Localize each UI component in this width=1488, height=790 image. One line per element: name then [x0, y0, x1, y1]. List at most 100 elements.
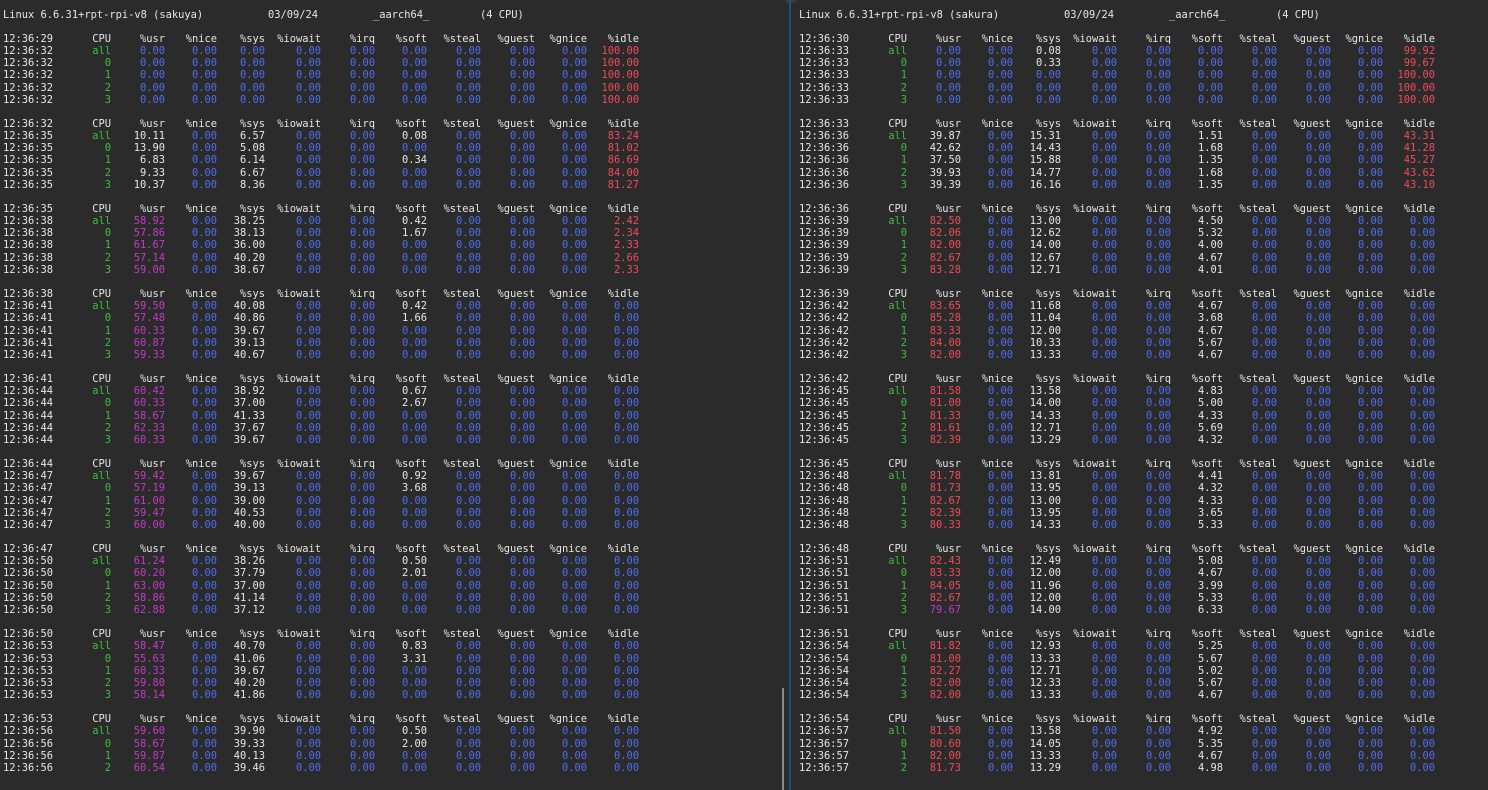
cell-steal: 0.00 — [1251, 470, 1277, 483]
cell-cpu: all — [92, 385, 111, 398]
cell-guest: 0.00 — [1305, 93, 1331, 106]
cell-iowait: 0.00 — [1091, 81, 1117, 94]
row-timestamp: 12:36:35 — [3, 142, 54, 155]
cell-irq: 0.00 — [1145, 761, 1171, 774]
row-timestamp: 12:36:44 — [3, 397, 54, 410]
cell-irq: 0.00 — [349, 421, 375, 434]
cell-cpu: 0 — [900, 482, 907, 495]
cell-usr: 82.00 — [929, 749, 961, 762]
cell-nice: 0.00 — [987, 676, 1013, 689]
row-timestamp: 12:36:32 — [3, 57, 54, 70]
column-header: %sys — [239, 628, 265, 641]
cell-gnice: 0.00 — [561, 433, 587, 446]
column-header: %idle — [607, 713, 639, 726]
cell-idle: 0.00 — [613, 676, 639, 689]
column-header: %iowait — [1073, 628, 1117, 641]
pane-divider[interactable] — [789, 0, 791, 790]
cell-cpu: 2 — [104, 761, 111, 774]
cell-sys: 12.00 — [1029, 324, 1061, 337]
cell-guest: 0.00 — [509, 239, 535, 252]
cell-sys: 13.95 — [1029, 506, 1061, 519]
cell-soft: 0.00 — [1197, 69, 1223, 82]
column-header: %gnice — [549, 203, 587, 216]
cell-soft: 0.00 — [401, 324, 427, 337]
row-timestamp: 12:36:50 — [3, 591, 54, 604]
column-header: %irq — [1145, 33, 1171, 45]
column-header: %idle — [607, 33, 639, 45]
cell-usr: 82.00 — [929, 688, 961, 701]
arch-label: _aarch64_ — [373, 9, 430, 21]
cell-sys: 0.00 — [239, 69, 265, 82]
cell-guest: 0.00 — [509, 688, 535, 701]
row-timestamp: 12:36:41 — [3, 324, 54, 337]
column-header: %guest — [1293, 118, 1331, 131]
cell-nice: 0.00 — [191, 676, 217, 689]
cell-nice: 0.00 — [191, 69, 217, 82]
cell-nice: 0.00 — [987, 470, 1013, 483]
terminal-pane-sakura[interactable]: Linux 6.6.31+rpt-rpi-v8 (sakura) 03/09/2… — [796, 0, 1488, 790]
column-header: %sys — [1035, 713, 1061, 726]
terminal-pane-sakuya[interactable]: Linux 6.6.31+rpt-rpi-v8 (sakuya) 03/09/2… — [0, 0, 786, 790]
header-timestamp: 12:36:47 — [3, 543, 54, 556]
column-header: %iowait — [1073, 33, 1117, 45]
cell-sys: 39.00 — [233, 494, 265, 507]
cell-cpu: 1 — [104, 69, 111, 82]
cell-nice: 0.00 — [987, 397, 1013, 410]
cell-gnice: 0.00 — [1357, 494, 1383, 507]
row-timestamp: 12:36:53 — [3, 676, 54, 689]
row-timestamp: 12:36:47 — [3, 518, 54, 531]
cell-nice: 0.00 — [191, 385, 217, 398]
column-header: %sys — [239, 288, 265, 301]
cell-sys: 0.00 — [239, 81, 265, 94]
cell-irq: 0.00 — [1145, 57, 1171, 70]
cell-guest: 0.00 — [509, 348, 535, 361]
cell-irq: 0.00 — [349, 385, 375, 398]
cell-cpu: 1 — [104, 494, 111, 507]
cell-gnice: 0.00 — [1357, 324, 1383, 337]
cell-usr: 81.73 — [929, 761, 961, 774]
cell-soft: 4.33 — [1197, 494, 1223, 507]
cell-cpu: 2 — [104, 591, 111, 604]
cell-sys: 39.13 — [233, 336, 265, 349]
cell-iowait: 0.00 — [295, 518, 321, 531]
cell-usr: 0.00 — [935, 57, 961, 70]
cell-sys: 13.33 — [1029, 688, 1061, 701]
cell-sys: 39.67 — [233, 470, 265, 483]
column-header: %guest — [497, 118, 535, 131]
cell-cpu: 0 — [900, 142, 907, 155]
cell-soft: 0.92 — [401, 470, 427, 483]
column-header: %idle — [1403, 628, 1435, 641]
cell-usr: 82.00 — [929, 676, 961, 689]
column-header: %usr — [935, 458, 961, 471]
column-header: %soft — [1191, 33, 1223, 45]
cell-idle: 0.00 — [1409, 421, 1435, 434]
cell-soft: 0.50 — [401, 555, 427, 568]
cell-guest: 0.00 — [509, 749, 535, 762]
column-header: %idle — [1403, 203, 1435, 216]
cell-iowait: 0.00 — [1091, 494, 1117, 507]
cell-cpu: all — [92, 215, 111, 228]
cell-idle: 0.00 — [613, 397, 639, 410]
cell-idle: 100.00 — [601, 81, 639, 94]
cell-steal: 0.00 — [455, 567, 481, 580]
scrollbar[interactable] — [782, 688, 784, 790]
cell-nice: 0.00 — [191, 737, 217, 750]
cell-irq: 0.00 — [1145, 640, 1171, 653]
column-header: %guest — [497, 33, 535, 45]
column-header: %gnice — [549, 118, 587, 131]
cell-gnice: 0.00 — [561, 45, 587, 58]
row-timestamp: 12:36:38 — [3, 263, 54, 276]
cell-idle: 0.00 — [613, 433, 639, 446]
cell-irq: 0.00 — [349, 688, 375, 701]
cell-soft: 3.99 — [1197, 579, 1223, 592]
cell-irq: 0.00 — [349, 57, 375, 70]
cell-cpu: all — [92, 130, 111, 143]
row-timestamp: 12:36:35 — [3, 166, 54, 179]
cell-gnice: 0.00 — [1357, 482, 1383, 495]
cell-soft: 0.00 — [401, 676, 427, 689]
column-header: %soft — [1191, 458, 1223, 471]
cell-usr: 57.19 — [133, 482, 165, 495]
cell-steal: 0.00 — [1251, 312, 1277, 325]
cell-soft: 3.31 — [401, 652, 427, 665]
cell-guest: 0.00 — [1305, 397, 1331, 410]
